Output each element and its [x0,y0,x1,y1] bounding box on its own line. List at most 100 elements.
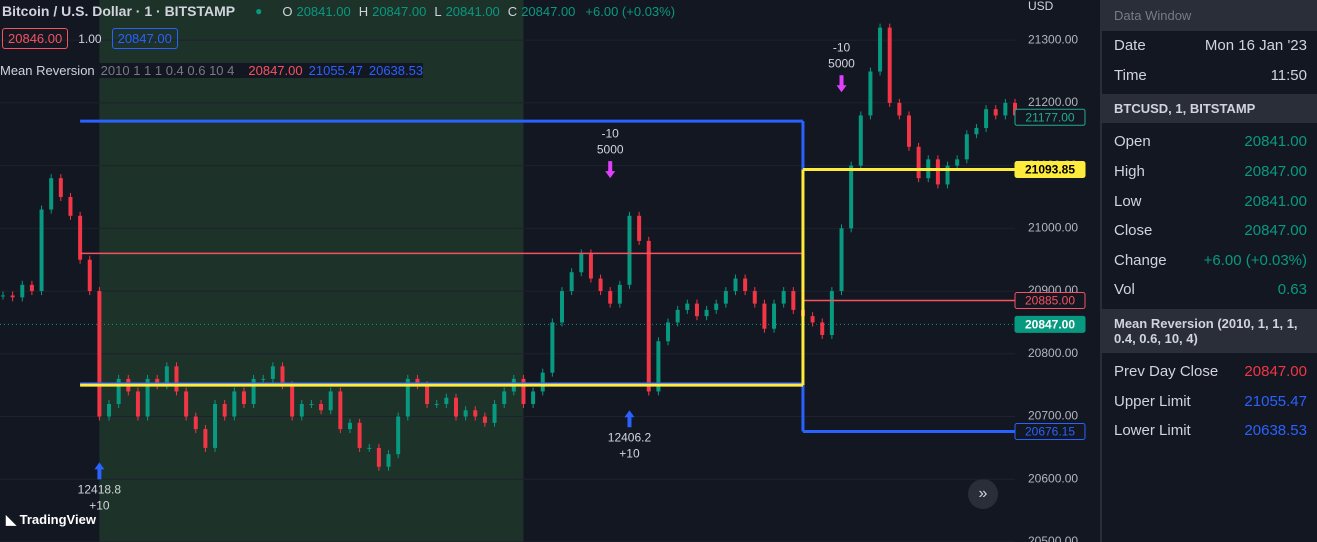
row-label: Close [1114,222,1153,240]
candle-body [376,447,381,467]
ohlc-key: C [507,3,518,19]
row-label: Vol [1114,281,1135,299]
indicator-value: 21055.47 [308,63,363,78]
price-tag-label: 20885.00 [1025,294,1075,308]
row-value: 20847.00 [1244,222,1307,240]
price-axis-bg [1015,0,1100,542]
data-window: Data Window Date Mon 16 Jan '23 Time 11:50 B… [1100,0,1317,542]
session-highlight [99,0,524,542]
candle-body [858,115,863,166]
price-tag [1014,291,1086,309]
candle-body [1013,102,1017,116]
data-row: Date Mon 16 Jan '23 [1102,31,1317,61]
candle-body [184,391,189,417]
candle-body [280,366,285,386]
candle-body [453,397,458,417]
row-value: 20847.00 [1244,363,1307,381]
candle-body [540,372,545,392]
section-title[interactable]: BTCUSD, 1, BITSTAMP [1102,94,1317,124]
data-row: Low 20841.00 [1102,186,1317,216]
candle-body [878,27,883,72]
candle-body [357,422,362,448]
candle-body [10,295,15,298]
candle-body [241,391,246,404]
signal-arrow [605,161,616,179]
chart: USD » 20500.00 20600.00 20700.00 20800.00 20… [0,0,1100,542]
candle-body [396,416,401,455]
buy-price[interactable]: 20847.00 [111,28,178,49]
scroll-button[interactable] [968,479,998,509]
candle-body [155,378,160,386]
candle-body [849,165,854,229]
data-row: Close 20847.00 [1102,216,1317,246]
data-row: Change +6.00 (+0.03%) [1102,246,1317,276]
candle-body [569,272,574,292]
candle-body [598,278,603,292]
candle-body [222,403,227,417]
candle-body [656,341,661,392]
data-row: Time 11:50 [1102,61,1317,91]
y-tick-label: 20500.00 [1028,534,1078,542]
signal-label: 12406.2 [608,430,652,444]
candle-body [68,196,73,216]
candle-body [906,115,911,147]
candle-body [49,178,54,210]
candle-body [213,403,218,448]
symbol[interactable]: Bitcoin / U.S. Dollar · 1 · BITSTAMP [2,3,236,19]
section-title[interactable]: Mean Reversion (2010, 1, 1, 1, 0.4, 0.6,… [1102,308,1317,353]
indicator-name[interactable]: Mean Reversion [0,63,95,78]
candle-body [733,278,738,292]
candle-body [646,240,651,392]
candle-body [723,291,728,304]
header: Bitcoin / U.S. Dollar · 1 · BITSTAMP ● O… [2,3,675,19]
candle-body [502,391,507,404]
candle-body [521,378,526,404]
candle-body [290,385,295,417]
candle-body [1,295,5,297]
data-row: Lower Limit 20638.53 [1102,416,1317,446]
row-value: +6.00 (+0.03%) [1203,251,1307,269]
status-dot: ● [255,4,263,18]
candle-body [550,322,555,373]
indicator-legend: Mean Reversion 2010 1 1 1 0.4 0.6 10 4 2… [0,63,424,78]
candle-body [425,385,430,404]
candle-body [955,159,960,166]
candle-body [531,391,536,404]
indicator-params: 2010 1 1 1 0.4 0.6 10 4 [100,63,235,78]
signal-label: -10 [833,40,851,54]
candle-body [887,27,892,103]
signal-arrow [836,75,847,93]
price-tag [1014,315,1086,333]
price-tag [1014,160,1086,178]
ohlc-value: 20847.00 [372,3,427,19]
y-tick-label: 21000.00 [1028,221,1078,235]
candle-body [1003,102,1008,116]
candle-body [714,303,719,310]
candle-body [617,284,622,304]
candle-body [29,284,34,292]
signal-arrow [624,410,635,428]
candle-body [97,291,102,417]
candle-body [685,303,690,310]
sell-price[interactable]: 20846.00 [2,28,69,49]
candle-body [820,322,825,335]
candle-body [492,403,497,423]
candle-body [116,378,121,404]
candle-body [791,291,796,310]
row-label: Change [1114,251,1167,269]
candle-body [637,215,642,241]
candle-body [482,416,487,423]
candle-body [984,109,989,128]
candle-body [743,278,748,292]
candle-body [145,378,150,417]
candle-body [20,284,25,298]
currency[interactable]: USD [1028,0,1054,13]
data-row: Upper Limit 21055.47 [1102,386,1317,416]
candle-body [87,259,92,292]
row-label: Time [1114,66,1147,84]
row-value: 20841.00 [1244,133,1307,151]
candle-body [810,316,815,323]
data-row: Prev Day Close 20847.00 [1102,357,1317,387]
price-tag [1014,108,1086,126]
row-label: Date [1114,37,1146,55]
